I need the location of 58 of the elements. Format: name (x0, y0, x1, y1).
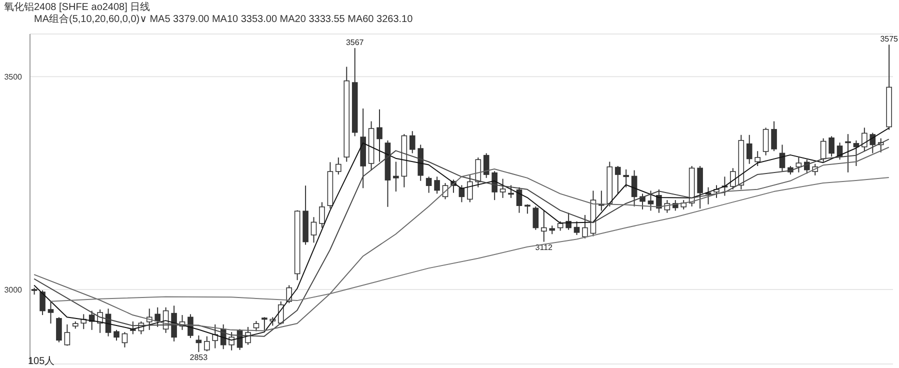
candlestick (122, 332, 128, 348)
candlestick (508, 184, 514, 198)
candlestick (310, 216, 317, 244)
candlestick (319, 202, 325, 228)
candlestick (212, 324, 218, 349)
candlestick (614, 166, 621, 194)
candlestick (754, 150, 760, 166)
candlestick (623, 168, 629, 188)
annotation: 105人 (28, 355, 55, 368)
candlestick (582, 214, 588, 239)
candlestick (631, 170, 638, 207)
candlestick (540, 210, 547, 242)
candlestick (114, 329, 120, 342)
candlestick (574, 220, 580, 236)
candlestick (714, 184, 720, 198)
candlestick (532, 206, 539, 230)
candlestick (680, 200, 687, 210)
chart-subtitle: MA组合(5,10,20,60,0,0)∨ MA5 3379.00 MA10 3353.00 MA20 3333.55 MA60 3263.10 (34, 13, 413, 26)
candlestick (500, 178, 506, 198)
candlestick (557, 220, 564, 232)
candlestick (409, 130, 416, 154)
candlestick (475, 156, 482, 188)
candlestick (40, 290, 46, 316)
candlestick (434, 176, 440, 194)
candlestick (796, 156, 802, 173)
line-series (50, 176, 890, 302)
candlestick (746, 134, 752, 164)
candlestick (862, 127, 868, 152)
candlestick (467, 174, 473, 203)
candlestick (130, 320, 136, 335)
candlestick (64, 324, 70, 346)
candlestick (154, 306, 160, 328)
candlestick (393, 161, 399, 192)
annotation: 3567 (346, 38, 364, 48)
y-tick-label: 3000 (4, 285, 23, 294)
candlestick (253, 320, 260, 332)
candlestick (426, 176, 432, 194)
candlestick (376, 108, 382, 162)
annotation: 3575 (880, 34, 899, 44)
candlestick (845, 134, 851, 173)
candlestick (648, 190, 654, 212)
candlestick (730, 168, 736, 190)
candlestick (820, 138, 826, 162)
candlestick (336, 156, 342, 176)
candlestick (171, 305, 177, 342)
candlestick (762, 127, 769, 156)
candlestick (48, 300, 54, 324)
candlestick (262, 316, 268, 331)
candlestick (56, 316, 62, 343)
y-tick-label: 3500 (4, 72, 23, 82)
candlestick (204, 336, 210, 352)
candlestick (524, 204, 530, 214)
candlestick (771, 120, 777, 152)
annotation: 2853 (190, 353, 208, 362)
chart-title: 氧化铝2408 [SHFE ao2408] 日线 (4, 0, 150, 14)
candlestick (483, 152, 490, 178)
candlestick (492, 170, 498, 201)
candlestick (828, 136, 834, 158)
